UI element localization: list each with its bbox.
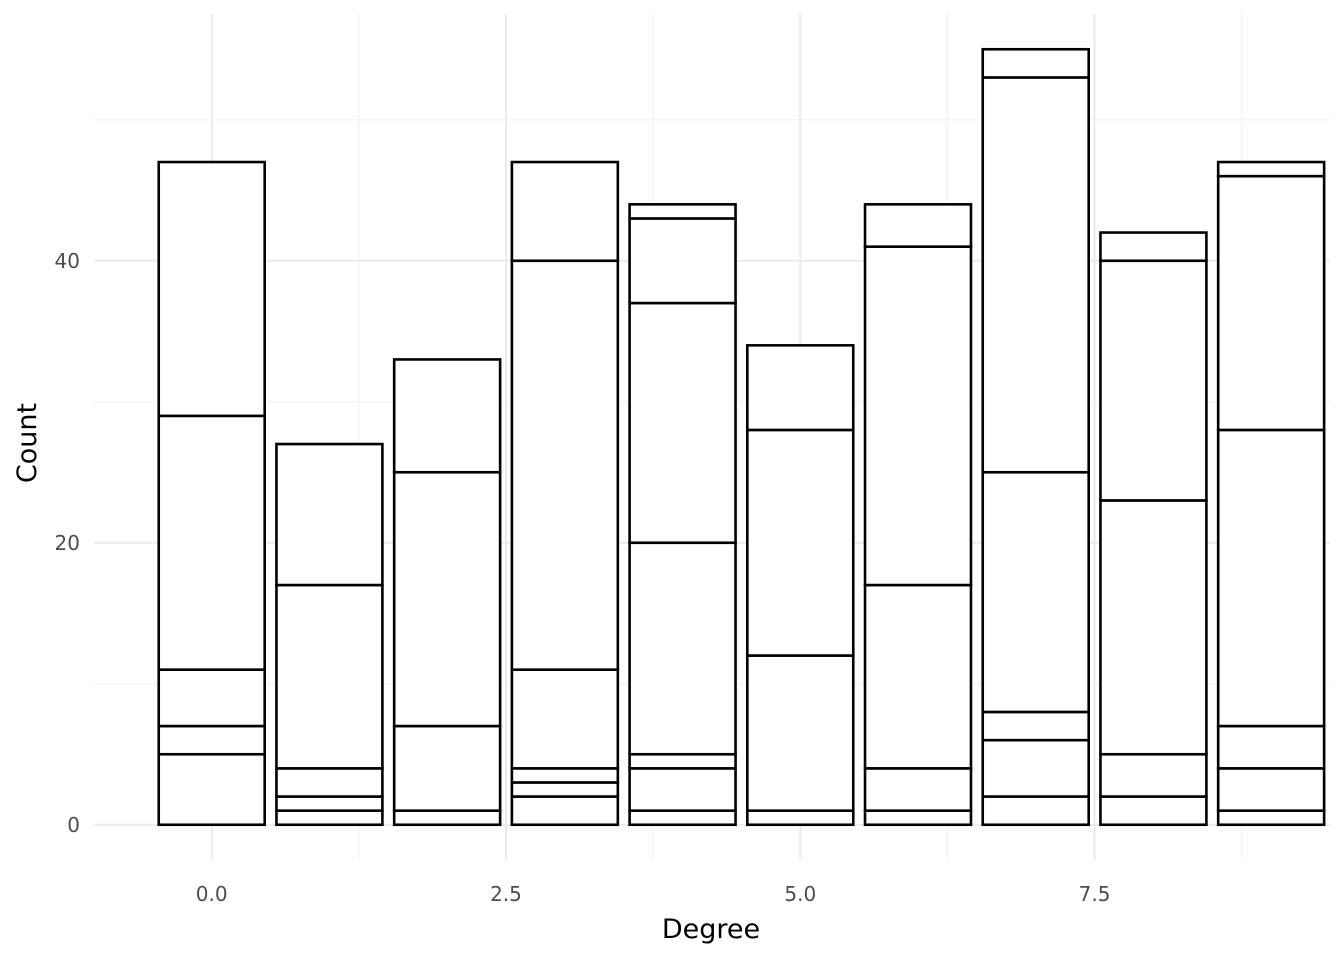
bar-stack (1099, 231, 1208, 827)
x-tick-label: 0.0 (196, 882, 228, 906)
bar-segment (510, 781, 620, 798)
bar-segment (628, 752, 737, 770)
bar-segment (981, 470, 1090, 714)
bar-segment (863, 245, 973, 587)
bar-stack (863, 203, 973, 827)
bar-segment (746, 809, 855, 827)
bar-segment (510, 795, 620, 827)
bar-segment (863, 809, 973, 827)
y-tick-label: 20 (55, 531, 80, 555)
bar-segment (746, 654, 855, 812)
bar-segment (628, 809, 737, 827)
bar-segment (275, 583, 384, 770)
bar-segment (1216, 428, 1326, 728)
bar-segment (275, 809, 384, 827)
bar-segment (746, 428, 855, 657)
bar-segment (157, 752, 266, 827)
bar-stack (1216, 160, 1326, 827)
x-axis-title: Degree (662, 914, 760, 945)
bar-segment (275, 795, 384, 812)
bar-segment (1099, 499, 1208, 756)
bar-segment (157, 668, 266, 728)
bar-segment (863, 767, 973, 812)
bar-segment (510, 668, 620, 770)
bar-segment (1216, 809, 1326, 827)
bar-segment (157, 160, 266, 418)
x-tick-label: 5.0 (784, 882, 816, 906)
bar-segment (628, 541, 737, 756)
bar-segment (275, 767, 384, 798)
bar-stack (510, 160, 620, 827)
x-tick-label: 2.5 (490, 882, 522, 906)
bar-segment (1216, 160, 1326, 178)
y-tick-label: 40 (55, 249, 80, 273)
bar-segment (1216, 174, 1326, 432)
bar-segment (628, 301, 737, 545)
bar-stack (275, 442, 384, 827)
bar-stack (981, 47, 1090, 827)
bar-segment (746, 344, 855, 432)
bar-segment (863, 583, 973, 770)
bar-segment (628, 767, 737, 812)
bar-segment (981, 738, 1090, 798)
bar-segment (1099, 259, 1208, 502)
bars (157, 47, 1326, 827)
bar-segment (863, 203, 973, 248)
y-axis-title: Count (12, 403, 43, 483)
bar-segment (157, 724, 266, 756)
bar-segment (275, 442, 384, 587)
bar-segment (1099, 231, 1208, 263)
bar-segment (392, 809, 502, 827)
bar-segment (1099, 795, 1208, 827)
bar-segment (628, 217, 737, 305)
bar-segment (510, 767, 620, 784)
bar-segment (1216, 724, 1326, 770)
bar-segment (981, 795, 1090, 827)
bar-segment (510, 259, 620, 671)
bar-segment (981, 47, 1090, 79)
bar-segment (392, 470, 502, 728)
bar-segment (1216, 767, 1326, 812)
bar-stack (628, 203, 737, 827)
bar-stack (746, 344, 855, 827)
bar-stack (392, 358, 502, 827)
bar-segment (628, 203, 737, 220)
bar-segment (510, 160, 620, 263)
bar-segment (392, 358, 502, 474)
bar-segment (981, 710, 1090, 742)
bar-segment (392, 724, 502, 812)
y-tick-label: 0 (67, 813, 80, 837)
x-tick-label: 7.5 (1079, 882, 1111, 906)
bar-stack (157, 160, 266, 827)
bar-segment (1099, 752, 1208, 798)
bar-segment (981, 76, 1090, 474)
tick-labels: 0.0 2.5 5.0 7.5 0 20 40 (55, 249, 1111, 906)
bar-segment (157, 414, 266, 671)
